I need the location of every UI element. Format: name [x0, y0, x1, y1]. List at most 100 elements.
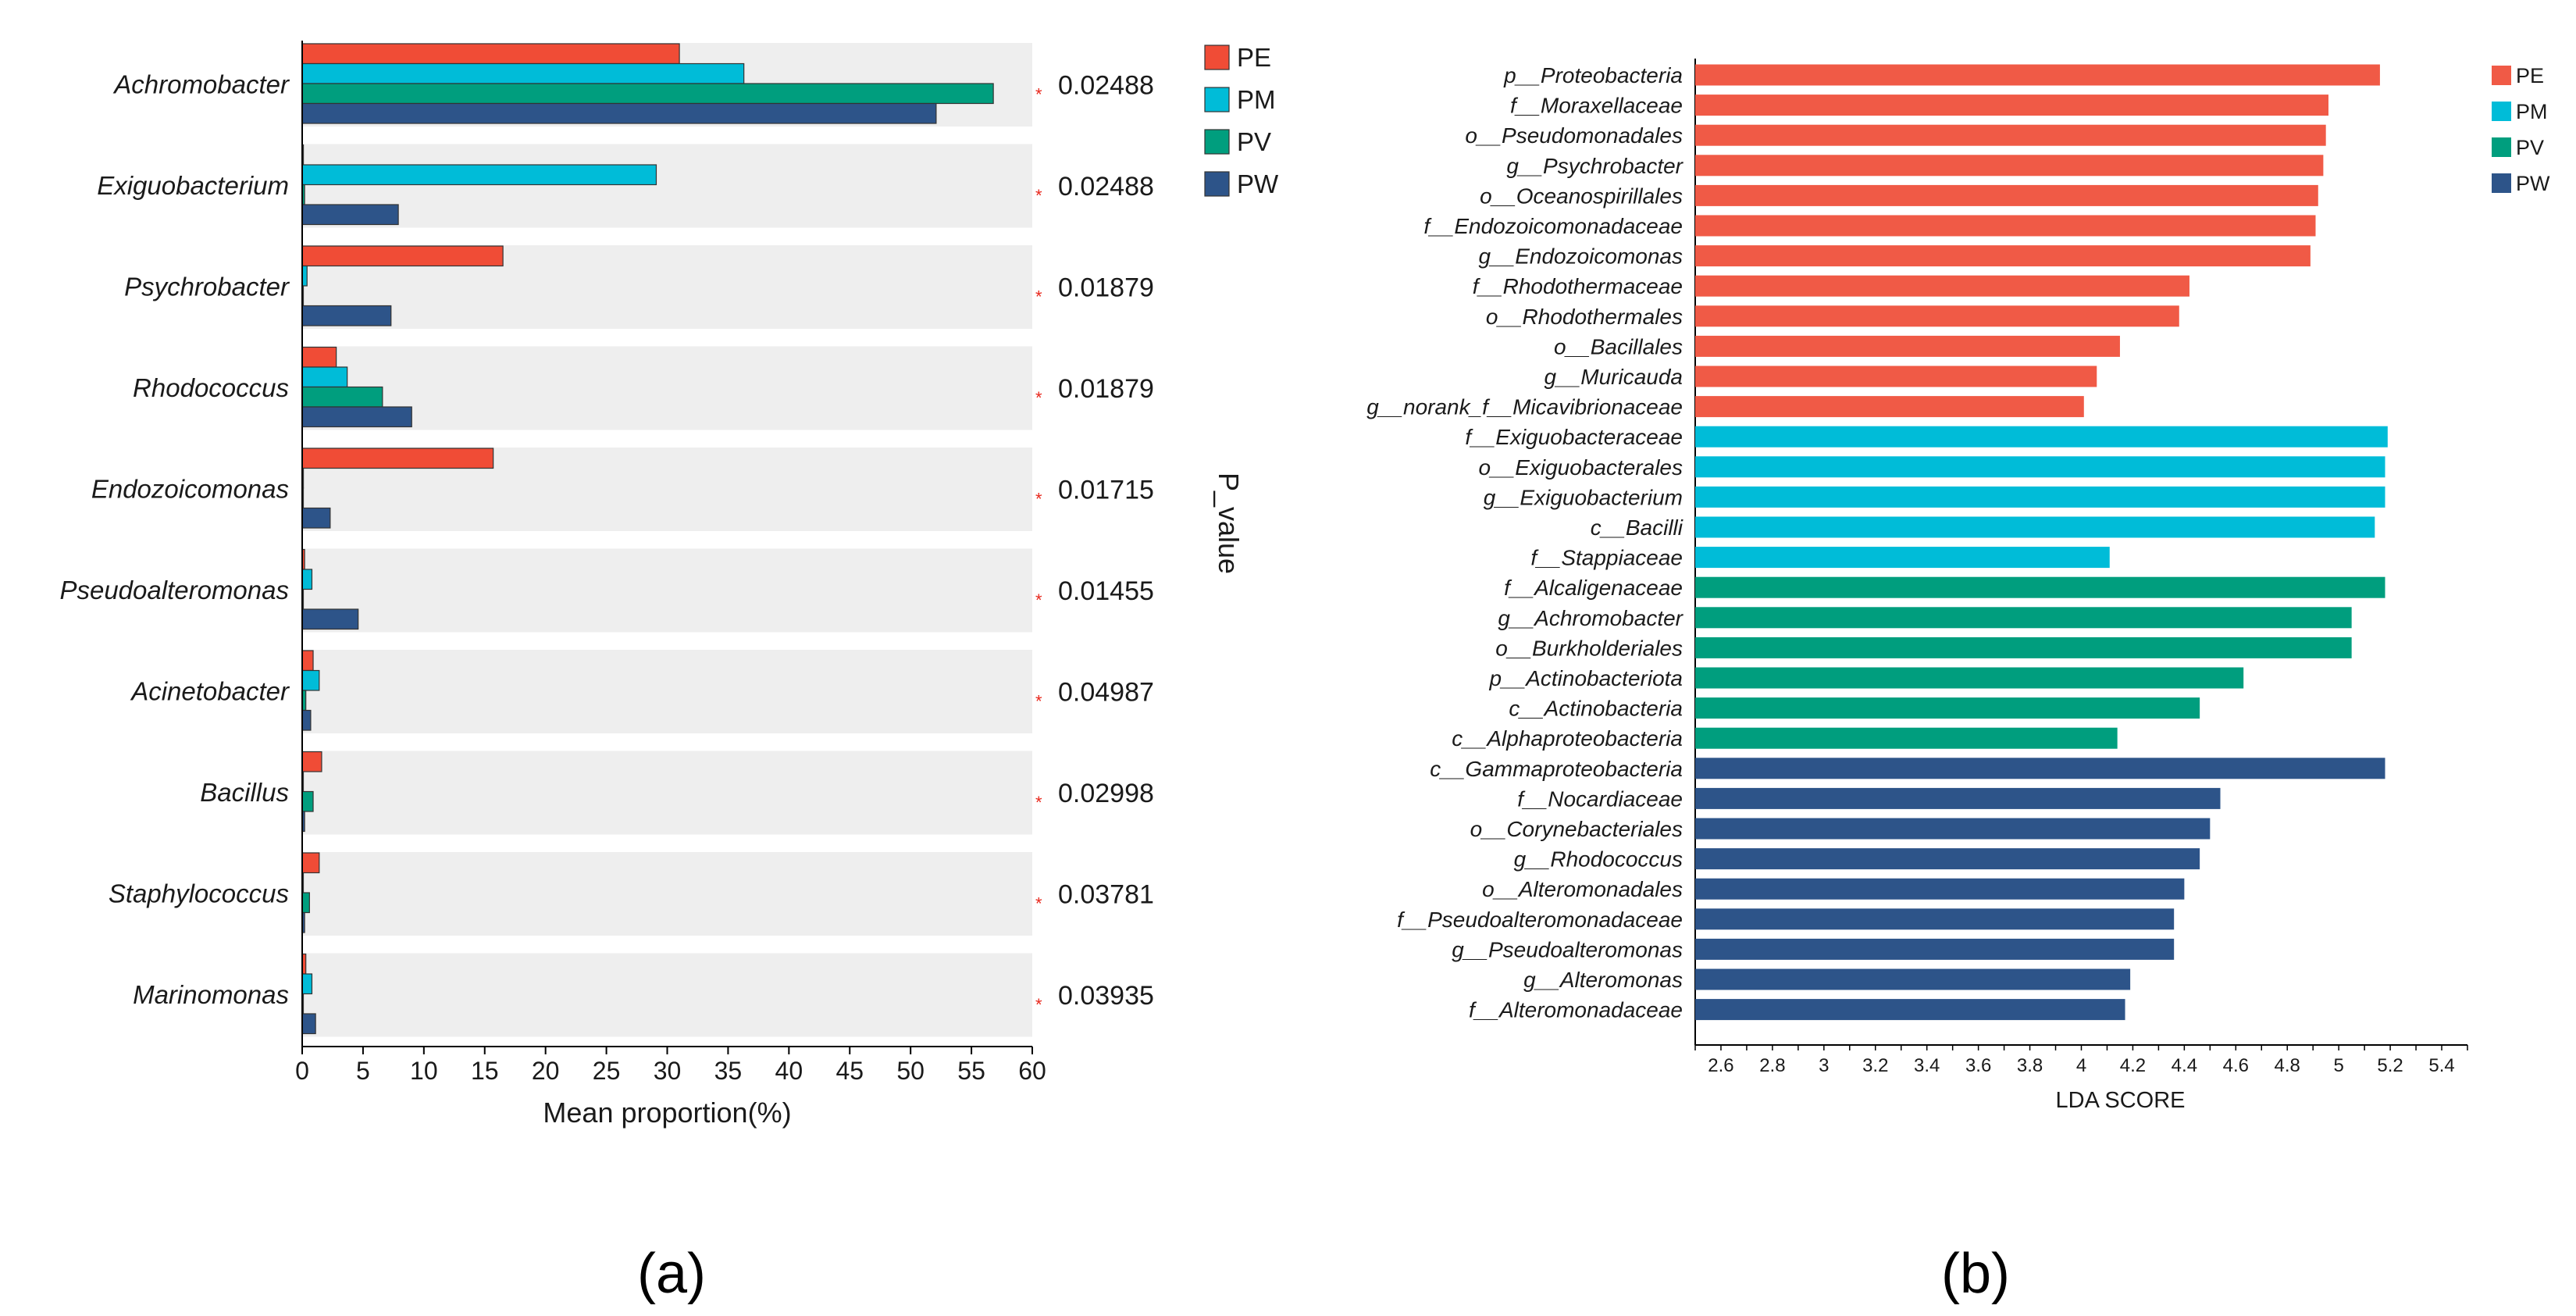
lda-bar-pe	[1695, 184, 2318, 206]
lda-legend-swatch-pm	[2492, 102, 2511, 121]
panel-label-b: (b)	[1941, 1243, 2010, 1305]
x-tick-label: 0	[295, 1057, 309, 1085]
significance-marker: *	[1035, 793, 1042, 812]
lda-x-tick-label: 3.8	[2017, 1055, 2043, 1076]
lda-bar-pw	[1695, 878, 2185, 900]
row-background	[302, 144, 1032, 228]
lda-bar-label: g__Psychrobacter	[1506, 154, 1683, 178]
lda-bar-pm	[1695, 486, 2385, 508]
category-label: Exiguobacterium	[97, 171, 289, 200]
p-value: 0.01455	[1058, 576, 1154, 606]
bar-pe	[301, 650, 314, 672]
row-background	[302, 751, 1032, 835]
x-tick-label: 60	[1018, 1057, 1046, 1085]
lda-bar-label: o__Bacillales	[1554, 334, 1683, 358]
lda-x-axis-title: LDA SCORE	[2056, 1088, 2186, 1113]
category-label: Acinetobacter	[130, 677, 290, 706]
lda-bar-pw	[1695, 938, 2175, 960]
lda-legend-swatch-pw	[2492, 173, 2511, 193]
bar-pe	[301, 346, 337, 368]
p-value: 0.03935	[1058, 981, 1154, 1011]
lda-legend-label-pw: PW	[2516, 172, 2550, 195]
bar-pw	[301, 102, 937, 124]
significance-marker: *	[1035, 894, 1042, 914]
p-value-axis-title: P_value	[1213, 473, 1245, 574]
lda-bar-label: g__Rhodococcus	[1514, 847, 1683, 872]
legend-label-pe: PE	[1237, 43, 1271, 72]
bar-pv	[301, 386, 383, 408]
bar-pe	[301, 43, 680, 65]
lda-bar-pe	[1695, 215, 2316, 237]
x-tick-label: 55	[957, 1057, 985, 1085]
significance-marker: *	[1035, 85, 1042, 105]
lda-bar-pw	[1695, 818, 2211, 840]
lda-bar-label: c__Actinobacteria	[1509, 697, 1683, 721]
category-label: Endozoicomonas	[91, 475, 289, 504]
bar-pv	[301, 83, 994, 105]
lda-bar-pe	[1695, 64, 2380, 86]
lda-bar-pw	[1695, 999, 2125, 1021]
row-background	[302, 852, 1032, 936]
lda-x-tick-label: 3.6	[1965, 1055, 1991, 1076]
lda-bar-label: f__Moraxellaceae	[1510, 94, 1683, 118]
lda-bar-label: g__Exiguobacterium	[1484, 485, 1683, 509]
lda-bar-pw	[1695, 968, 2131, 990]
panel-a-chart: Achromobacter * 0.02488 Exiguobacterium * 0.0…	[59, 41, 1279, 1305]
lda-x-tick-label: 4.4	[2172, 1055, 2197, 1076]
row-background	[302, 953, 1032, 1037]
lda-bar-label: g__norank_f__Micavibrionaceae	[1366, 395, 1683, 419]
bar-pw	[301, 204, 399, 226]
lda-bar-label: f__Exiguobacteraceae	[1465, 425, 1683, 449]
lda-legend-swatch-pv	[2492, 137, 2511, 157]
significance-marker: *	[1035, 995, 1042, 1015]
lda-bar-label: c__Bacilli	[1591, 515, 1683, 540]
lda-x-tick-label: 4	[2076, 1055, 2086, 1076]
lda-x-tick-label: 4.6	[2223, 1055, 2249, 1076]
legend-swatch-pm	[1204, 87, 1230, 112]
lda-bar-pe	[1695, 124, 2326, 146]
bar-pv	[301, 892, 310, 914]
legend-label-pm: PM	[1237, 85, 1276, 114]
lda-bar-label: o__Oceanospirillales	[1480, 184, 1683, 208]
p-value: 0.02488	[1058, 172, 1154, 202]
p-value: 0.03781	[1058, 880, 1154, 910]
lda-bar-label: g__Achromobacter	[1498, 606, 1683, 630]
lda-bar-label: g__Alteromonas	[1523, 968, 1683, 992]
lda-bar-label: o__Pseudomonadales	[1465, 123, 1683, 148]
legend-swatch-pw	[1204, 171, 1230, 197]
lda-bar-label: f__Alcaligenaceae	[1504, 576, 1683, 600]
lda-bar-label: o__Exiguobacterales	[1478, 455, 1683, 480]
lda-bar-pv	[1695, 667, 2244, 689]
lda-bar-label: o__Rhodothermales	[1486, 305, 1683, 329]
bar-pe	[301, 448, 494, 469]
category-label: Achromobacter	[112, 70, 290, 99]
lda-bar-label: c__Gammaproteobacteria	[1430, 757, 1683, 781]
lda-x-tick-label: 3.2	[1862, 1055, 1888, 1076]
lda-bar-label: o__Alteromonadales	[1482, 877, 1683, 901]
lda-bar-pv	[1695, 576, 2385, 598]
category-label: Bacillus	[200, 778, 289, 807]
x-tick-label: 10	[410, 1057, 438, 1085]
lda-bar-pe	[1695, 95, 2328, 116]
lda-bar-label: p__Actinobacteriota	[1488, 666, 1683, 690]
x-tick-label: 25	[593, 1057, 621, 1085]
lda-x-tick-label: 4.2	[2120, 1055, 2146, 1076]
bar-pw	[301, 709, 312, 731]
p-value: 0.01879	[1058, 374, 1154, 404]
category-label: Staphylococcus	[109, 879, 289, 908]
lda-bar-pv	[1695, 697, 2200, 719]
lda-bar-label: f__Endozoicomonadaceae	[1423, 214, 1683, 238]
lda-bar-label: p__Proteobacteria	[1503, 63, 1683, 87]
category-label: Pseudoalteromonas	[59, 576, 289, 605]
lda-bar-pe	[1695, 155, 2324, 177]
lda-bar-pe	[1695, 305, 2179, 327]
bar-pw	[301, 1013, 316, 1035]
x-tick-label: 15	[471, 1057, 499, 1085]
category-label: Marinomonas	[133, 980, 289, 1009]
significance-marker: *	[1035, 692, 1042, 711]
lda-legend-label-pv: PV	[2516, 136, 2544, 159]
lda-bar-pw	[1695, 848, 2200, 870]
lda-bar-label: g__Endozoicomonas	[1478, 244, 1683, 269]
p-value: 0.01879	[1058, 273, 1154, 303]
